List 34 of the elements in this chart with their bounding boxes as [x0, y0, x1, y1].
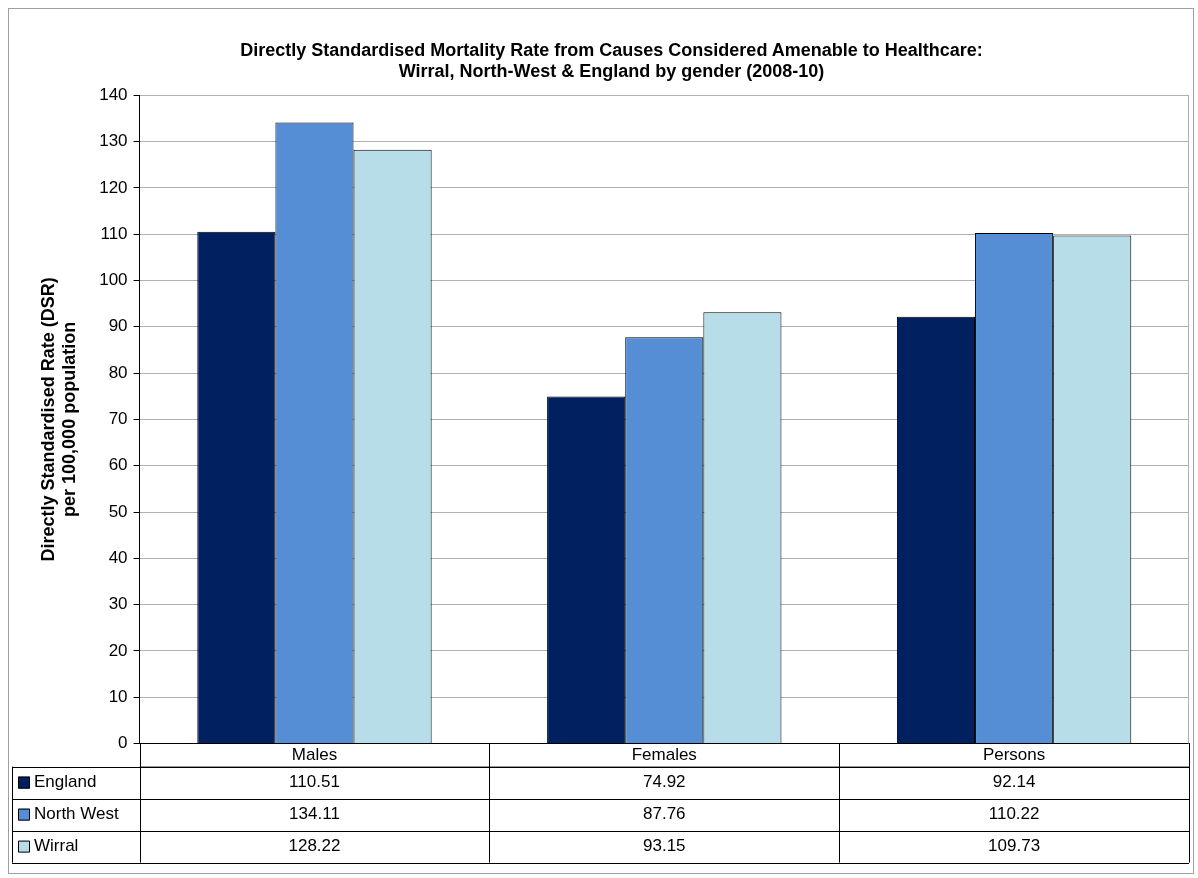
text: Directly Standardised Mortality Rate from Causes Considered Amenable to Healthcare: — [240, 39, 983, 60]
x-tick-label: Females — [631, 745, 697, 765]
y-tick-label: 50 — [108, 501, 128, 521]
data-label: 134.11 — [289, 804, 340, 824]
data-label: 74.92 — [643, 772, 686, 792]
y-tick-label: 90 — [108, 316, 128, 336]
y-tick-label: 110 — [100, 223, 128, 243]
y-tick-label: 70 — [108, 409, 128, 429]
data-label: 109.73 — [988, 836, 1041, 856]
text: Directly Standardised Rate (DSR) — [37, 277, 58, 562]
y-tick-label: 20 — [108, 640, 128, 660]
y-tick-label: 130 — [99, 131, 128, 151]
y-tick-label: 120 — [99, 177, 128, 197]
data-label: 110.22 — [988, 804, 1040, 824]
legend-label: England — [34, 772, 97, 792]
y-tick-label: 30 — [108, 594, 128, 614]
y-tick-label: 100 — [99, 270, 128, 290]
text: Wirral, North-West & England by gender (2008-10) — [398, 61, 825, 82]
y-tick-label: 60 — [108, 455, 128, 475]
x-tick-label: Persons — [982, 745, 1046, 765]
data-label: 92.14 — [992, 772, 1036, 792]
text: per 100,000 population — [59, 321, 80, 517]
data-label: 93.15 — [643, 836, 686, 856]
y-tick-label: 10 — [108, 686, 128, 706]
data-label: 87.76 — [643, 804, 686, 824]
x-tick-label: Males — [291, 745, 338, 765]
y-tick-label: 80 — [108, 362, 128, 382]
legend-label: Wirral — [34, 836, 79, 856]
data-label: 128.22 — [288, 836, 341, 856]
legend-label: North West — [34, 804, 119, 824]
y-tick-label: 140 — [99, 84, 128, 104]
y-tick-label: 40 — [108, 548, 128, 568]
y-tick-label: 0 — [118, 733, 128, 753]
data-label: 110.51 — [289, 772, 340, 792]
